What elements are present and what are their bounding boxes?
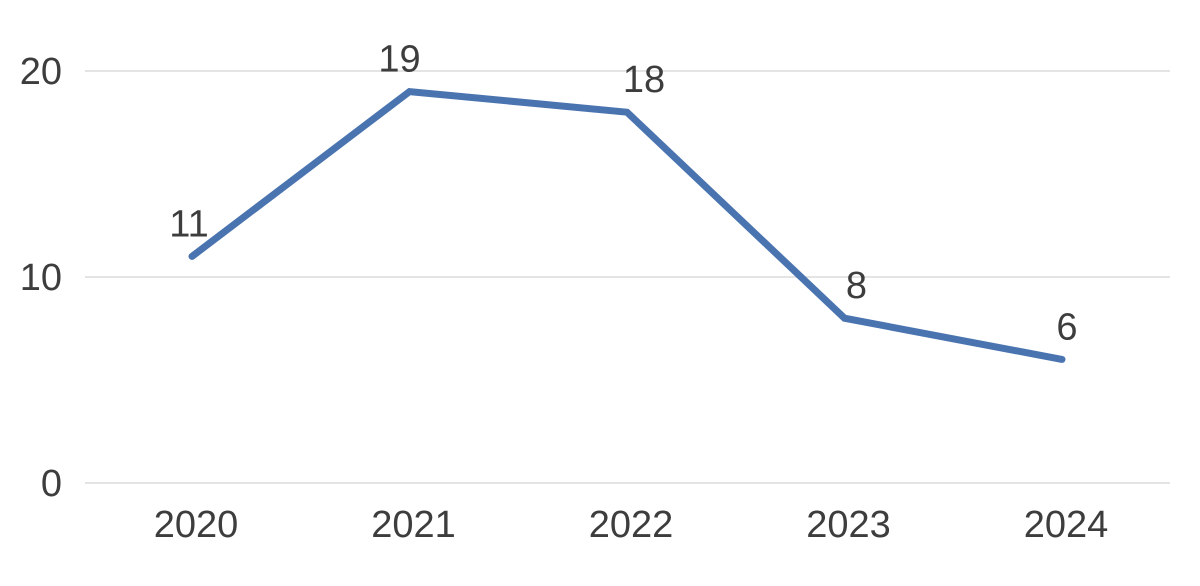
x-axis-tick-label: 2021 (371, 504, 456, 546)
data-point-label: 18 (623, 59, 665, 101)
x-axis-tick-label: 2020 (154, 504, 239, 546)
x-axis-tick-label: 2022 (589, 504, 674, 546)
series-line (188, 87, 1066, 363)
data-point-label: 6 (1056, 306, 1077, 348)
y-axis-tick-label: 10 (20, 257, 62, 299)
y-axis-tick-label: 20 (20, 51, 62, 93)
data-point-label: 8 (846, 265, 867, 307)
data-point-label: 11 (169, 203, 208, 245)
data-point-label: 19 (378, 39, 420, 81)
x-axis-tick-label: 2024 (1024, 504, 1109, 546)
y-axis-tick-label: 0 (41, 463, 62, 505)
x-axis-tick-label: 2023 (806, 504, 891, 546)
